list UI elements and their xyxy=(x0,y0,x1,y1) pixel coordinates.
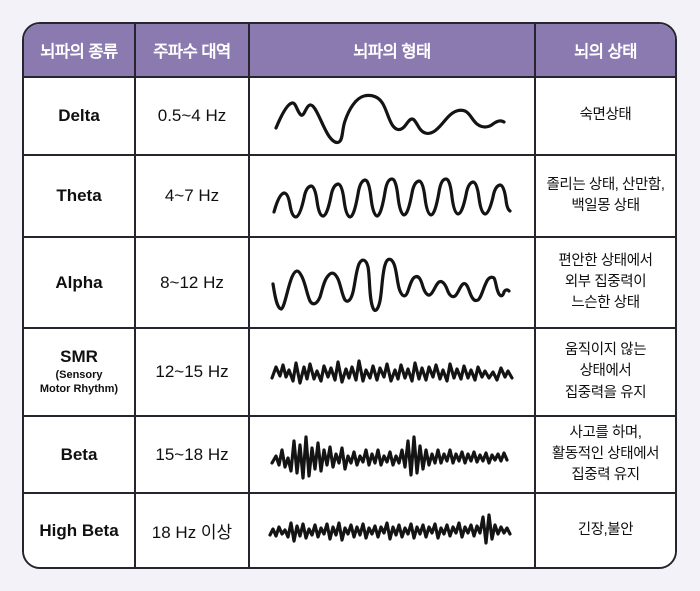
smr-state-cell: 움직이지 않는 상태에서 집중력을 유지 xyxy=(536,329,675,417)
alpha-type-cell: Alpha xyxy=(24,238,136,329)
smr-type-cell: SMR (Sensory Motor Rhythm) xyxy=(24,329,136,417)
delta-frequency-label: 0.5~4 Hz xyxy=(157,106,227,125)
theta-frequency-label: 4~7 Hz xyxy=(164,186,220,205)
beta-frequency-cell: 15~18 Hz xyxy=(136,417,250,494)
highbeta-frequency-label: 18 Hz 이상 xyxy=(151,523,233,542)
header-brain-state-label: 뇌의 상태 xyxy=(574,43,637,61)
delta-type-label: Delta xyxy=(58,106,100,125)
theta-waveform-cell xyxy=(250,156,536,238)
beta-state-label: 사고를 하며, 활동적인 상태에서 집중력 유지 xyxy=(551,424,660,483)
alpha-state-cell: 편안한 상태에서 외부 집중력이 느슨한 상태 xyxy=(536,238,675,329)
smr-frequency-label: 12~15 Hz xyxy=(155,362,229,381)
header-frequency-band-label: 주파수 대역 xyxy=(153,43,231,61)
alpha-frequency-cell: 8~12 Hz xyxy=(136,238,250,329)
alpha-waveform-cell xyxy=(250,238,536,329)
smr-state-label: 움직이지 않는 상태에서 집중력을 유지 xyxy=(564,342,647,401)
theta-frequency-cell: 4~7 Hz xyxy=(136,156,250,238)
header-waveform-shape-label: 뇌파의 형태 xyxy=(353,43,431,61)
highbeta-waveform-image xyxy=(268,512,512,545)
delta-waveform-cell xyxy=(250,78,536,156)
smr-waveform-path xyxy=(270,359,514,385)
delta-state-cell: 숙면상태 xyxy=(536,78,675,156)
header-frequency-band: 주파수 대역 xyxy=(136,24,250,78)
highbeta-type-label: High Beta xyxy=(39,520,119,540)
highbeta-state-cell: 긴장,불안 xyxy=(536,494,675,567)
beta-type-label: Beta xyxy=(60,444,98,464)
brainwave-table: 뇌파의 종류 주파수 대역 뇌파의 형태 뇌의 상태 Delta 0.5~4 H… xyxy=(22,22,677,569)
theta-state-cell: 졸리는 상태, 산만함, 백일몽 상태 xyxy=(536,156,675,238)
beta-frequency-label: 15~18 Hz xyxy=(155,444,229,464)
delta-state-label: 숙면상태 xyxy=(579,107,632,124)
header-brainwave-type: 뇌파의 종류 xyxy=(24,24,136,78)
beta-waveform-cell xyxy=(250,417,536,494)
alpha-state-label: 편안한 상태에서 외부 집중력이 느슨한 상태 xyxy=(558,252,653,311)
header-brainwave-type-label: 뇌파의 종류 xyxy=(40,43,118,61)
smr-waveform-cell xyxy=(250,329,536,417)
smr-waveform-image xyxy=(270,359,514,385)
theta-waveform-image xyxy=(272,177,512,219)
beta-type-cell: Beta xyxy=(24,417,136,494)
alpha-type-label: Alpha xyxy=(55,272,103,292)
delta-type-cell: Delta xyxy=(24,78,136,156)
beta-waveform-path xyxy=(270,434,509,480)
highbeta-waveform-cell xyxy=(250,494,536,567)
highbeta-waveform-path xyxy=(268,512,512,545)
beta-state-cell: 사고를 하며, 활동적인 상태에서 집중력 유지 xyxy=(536,417,675,494)
delta-waveform-path xyxy=(274,93,506,145)
header-brain-state: 뇌의 상태 xyxy=(536,24,675,78)
delta-frequency-cell: 0.5~4 Hz xyxy=(136,78,250,156)
delta-waveform-image xyxy=(274,93,506,145)
alpha-waveform-image xyxy=(271,257,511,312)
theta-type-label: Theta xyxy=(56,186,102,205)
smr-type-sublabel: (Sensory Motor Rhythm) xyxy=(39,369,119,395)
smr-type-label: SMR xyxy=(60,347,98,367)
highbeta-frequency-cell: 18 Hz 이상 xyxy=(136,494,250,567)
theta-state-label: 졸리는 상태, 산만함, 백일몽 상태 xyxy=(546,176,665,214)
theta-type-cell: Theta xyxy=(24,156,136,238)
highbeta-type-cell: High Beta xyxy=(24,494,136,567)
highbeta-state-label: 긴장,불안 xyxy=(577,521,634,538)
header-waveform-shape: 뇌파의 형태 xyxy=(250,24,536,78)
alpha-waveform-path xyxy=(271,257,511,312)
smr-frequency-cell: 12~15 Hz xyxy=(136,329,250,417)
beta-waveform-image xyxy=(270,434,509,480)
theta-waveform-path xyxy=(272,177,512,219)
alpha-frequency-label: 8~12 Hz xyxy=(160,272,224,292)
